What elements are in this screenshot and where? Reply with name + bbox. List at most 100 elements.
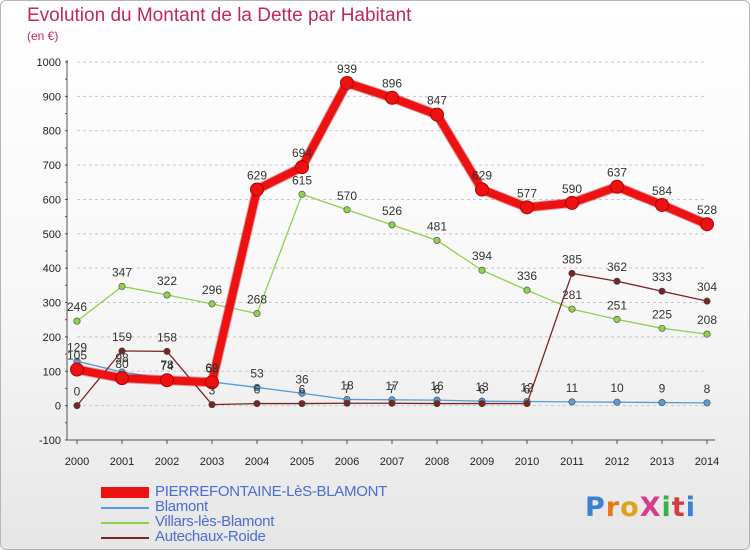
y-tick-label: 1000	[37, 57, 61, 69]
chart-subtitle: (en €)	[27, 29, 59, 43]
y-tick-label: 100	[43, 366, 61, 378]
x-tick-label: 2009	[470, 456, 494, 468]
legend-item-pierrefontaine: PIERREFONTAINE-LèS-BLAMONT	[101, 483, 461, 500]
series-point-3	[253, 400, 261, 408]
series-point-0	[520, 200, 534, 215]
series-point-1	[568, 398, 576, 406]
series-point-0	[610, 179, 624, 194]
x-tick-label: 2002	[155, 456, 179, 468]
series-point-2	[388, 221, 396, 229]
legend-swatch-blamont	[101, 507, 149, 509]
series-point-2	[613, 315, 621, 323]
series-point-2	[523, 286, 531, 294]
series-point-2	[568, 305, 576, 313]
series-point-3	[163, 347, 171, 355]
y-tick-label: 300	[43, 298, 61, 310]
series-point-1	[613, 398, 621, 406]
data-label-0: 694	[292, 146, 312, 160]
legend-swatch-autechaux	[101, 537, 149, 539]
x-tick-label: 2014	[695, 456, 719, 468]
data-label-1: 53	[250, 366, 264, 380]
series-point-0	[70, 362, 84, 377]
series-point-0	[565, 195, 579, 210]
data-label-3: 6	[254, 383, 261, 397]
data-label-3: 7	[344, 382, 351, 396]
data-label-0: 637	[607, 166, 627, 180]
series-point-3	[208, 401, 216, 409]
legend-label-villars: Villars-lès-Blamont	[155, 513, 275, 530]
series-point-2	[343, 206, 351, 214]
data-label-3: 6	[434, 383, 441, 397]
data-label-2: 281	[562, 288, 582, 302]
y-tick-label: 600	[43, 194, 61, 206]
series-point-0	[160, 373, 174, 388]
series-point-2	[298, 190, 306, 198]
series-point-0	[700, 217, 714, 232]
series-point-1	[298, 389, 306, 397]
series-point-2	[253, 310, 261, 318]
x-tick-label: 2011	[560, 456, 584, 468]
series-point-1	[253, 383, 261, 391]
y-tick-label: -100	[39, 435, 61, 447]
series-point-2	[118, 282, 126, 290]
series-point-2	[208, 300, 216, 308]
x-tick-label: 2000	[65, 456, 89, 468]
y-tick-label: 200	[43, 332, 61, 344]
series-point-3	[343, 399, 351, 407]
data-label-2: 526	[382, 204, 402, 218]
series-point-2	[163, 291, 171, 299]
logo-letter: t	[671, 492, 686, 523]
data-label-3: 6	[479, 383, 486, 397]
chart-title: Evolution du Montant de la Dette par Hab…	[27, 5, 412, 26]
data-label-3: 362	[607, 260, 627, 274]
data-label-1: 17	[385, 379, 399, 393]
y-tick-label: 900	[43, 91, 61, 103]
series-point-2	[478, 266, 486, 274]
legend-label-autechaux: Autechaux-Roide	[155, 528, 266, 545]
data-label-0: 80	[115, 357, 129, 371]
y-tick-label: 700	[43, 160, 61, 172]
y-tick-labels: -100 0 100 200 300 400 500 600 700 800 900 1000	[37, 57, 61, 447]
proxiti-logo: ProXiti	[585, 492, 696, 523]
series-point-0	[430, 107, 444, 122]
data-label-3: 7	[389, 382, 396, 396]
data-label-2: 322	[157, 274, 177, 288]
data-label-3: 6	[524, 383, 531, 397]
data-label-0: 68	[205, 361, 219, 375]
data-label-0: 74	[160, 359, 174, 373]
series-layer	[70, 75, 714, 410]
logo-letter: o	[620, 492, 640, 523]
series-point-3	[703, 297, 711, 305]
x-tick-label: 2006	[335, 456, 359, 468]
data-label-1: 36	[295, 372, 309, 386]
data-label-1: 78	[160, 358, 174, 372]
data-label-0: 896	[382, 77, 402, 91]
legend-item-autechaux: Autechaux-Roide	[101, 528, 461, 545]
data-label-1: 98	[115, 351, 129, 365]
y-tick-label: 0	[55, 401, 61, 413]
data-label-1: 10	[610, 381, 624, 395]
x-tick-labels: 2000 2001 2002 2003 2004 2005 2006 2007 2008 2009…	[65, 456, 719, 468]
series-point-3	[568, 269, 576, 277]
series-point-3	[478, 400, 486, 408]
x-tick-label: 2003	[200, 456, 224, 468]
series-point-0	[115, 371, 129, 386]
logo-letter: r	[605, 492, 621, 523]
data-label-0: 629	[472, 168, 492, 182]
legend-swatch-villars	[101, 522, 149, 524]
data-label-3: 158	[157, 330, 177, 344]
data-label-2: 570	[337, 189, 357, 203]
x-tick-label: 2004	[245, 456, 269, 468]
data-label-1: 16	[430, 379, 444, 393]
legend-swatch-pierrefontaine	[101, 487, 149, 498]
series-point-0	[475, 182, 489, 197]
data-label-0: 105	[67, 349, 87, 363]
data-label-2: 225	[652, 307, 672, 321]
data-label-1: 129	[67, 340, 87, 354]
data-label-1: 69	[205, 361, 219, 375]
series-point-3	[73, 402, 81, 410]
data-label-2: 296	[202, 283, 222, 297]
data-label-0: 939	[337, 62, 357, 76]
series-point-3	[298, 400, 306, 408]
data-label-2: 347	[112, 265, 132, 279]
